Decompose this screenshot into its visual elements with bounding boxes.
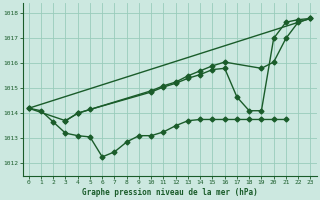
X-axis label: Graphe pression niveau de la mer (hPa): Graphe pression niveau de la mer (hPa) xyxy=(82,188,258,197)
